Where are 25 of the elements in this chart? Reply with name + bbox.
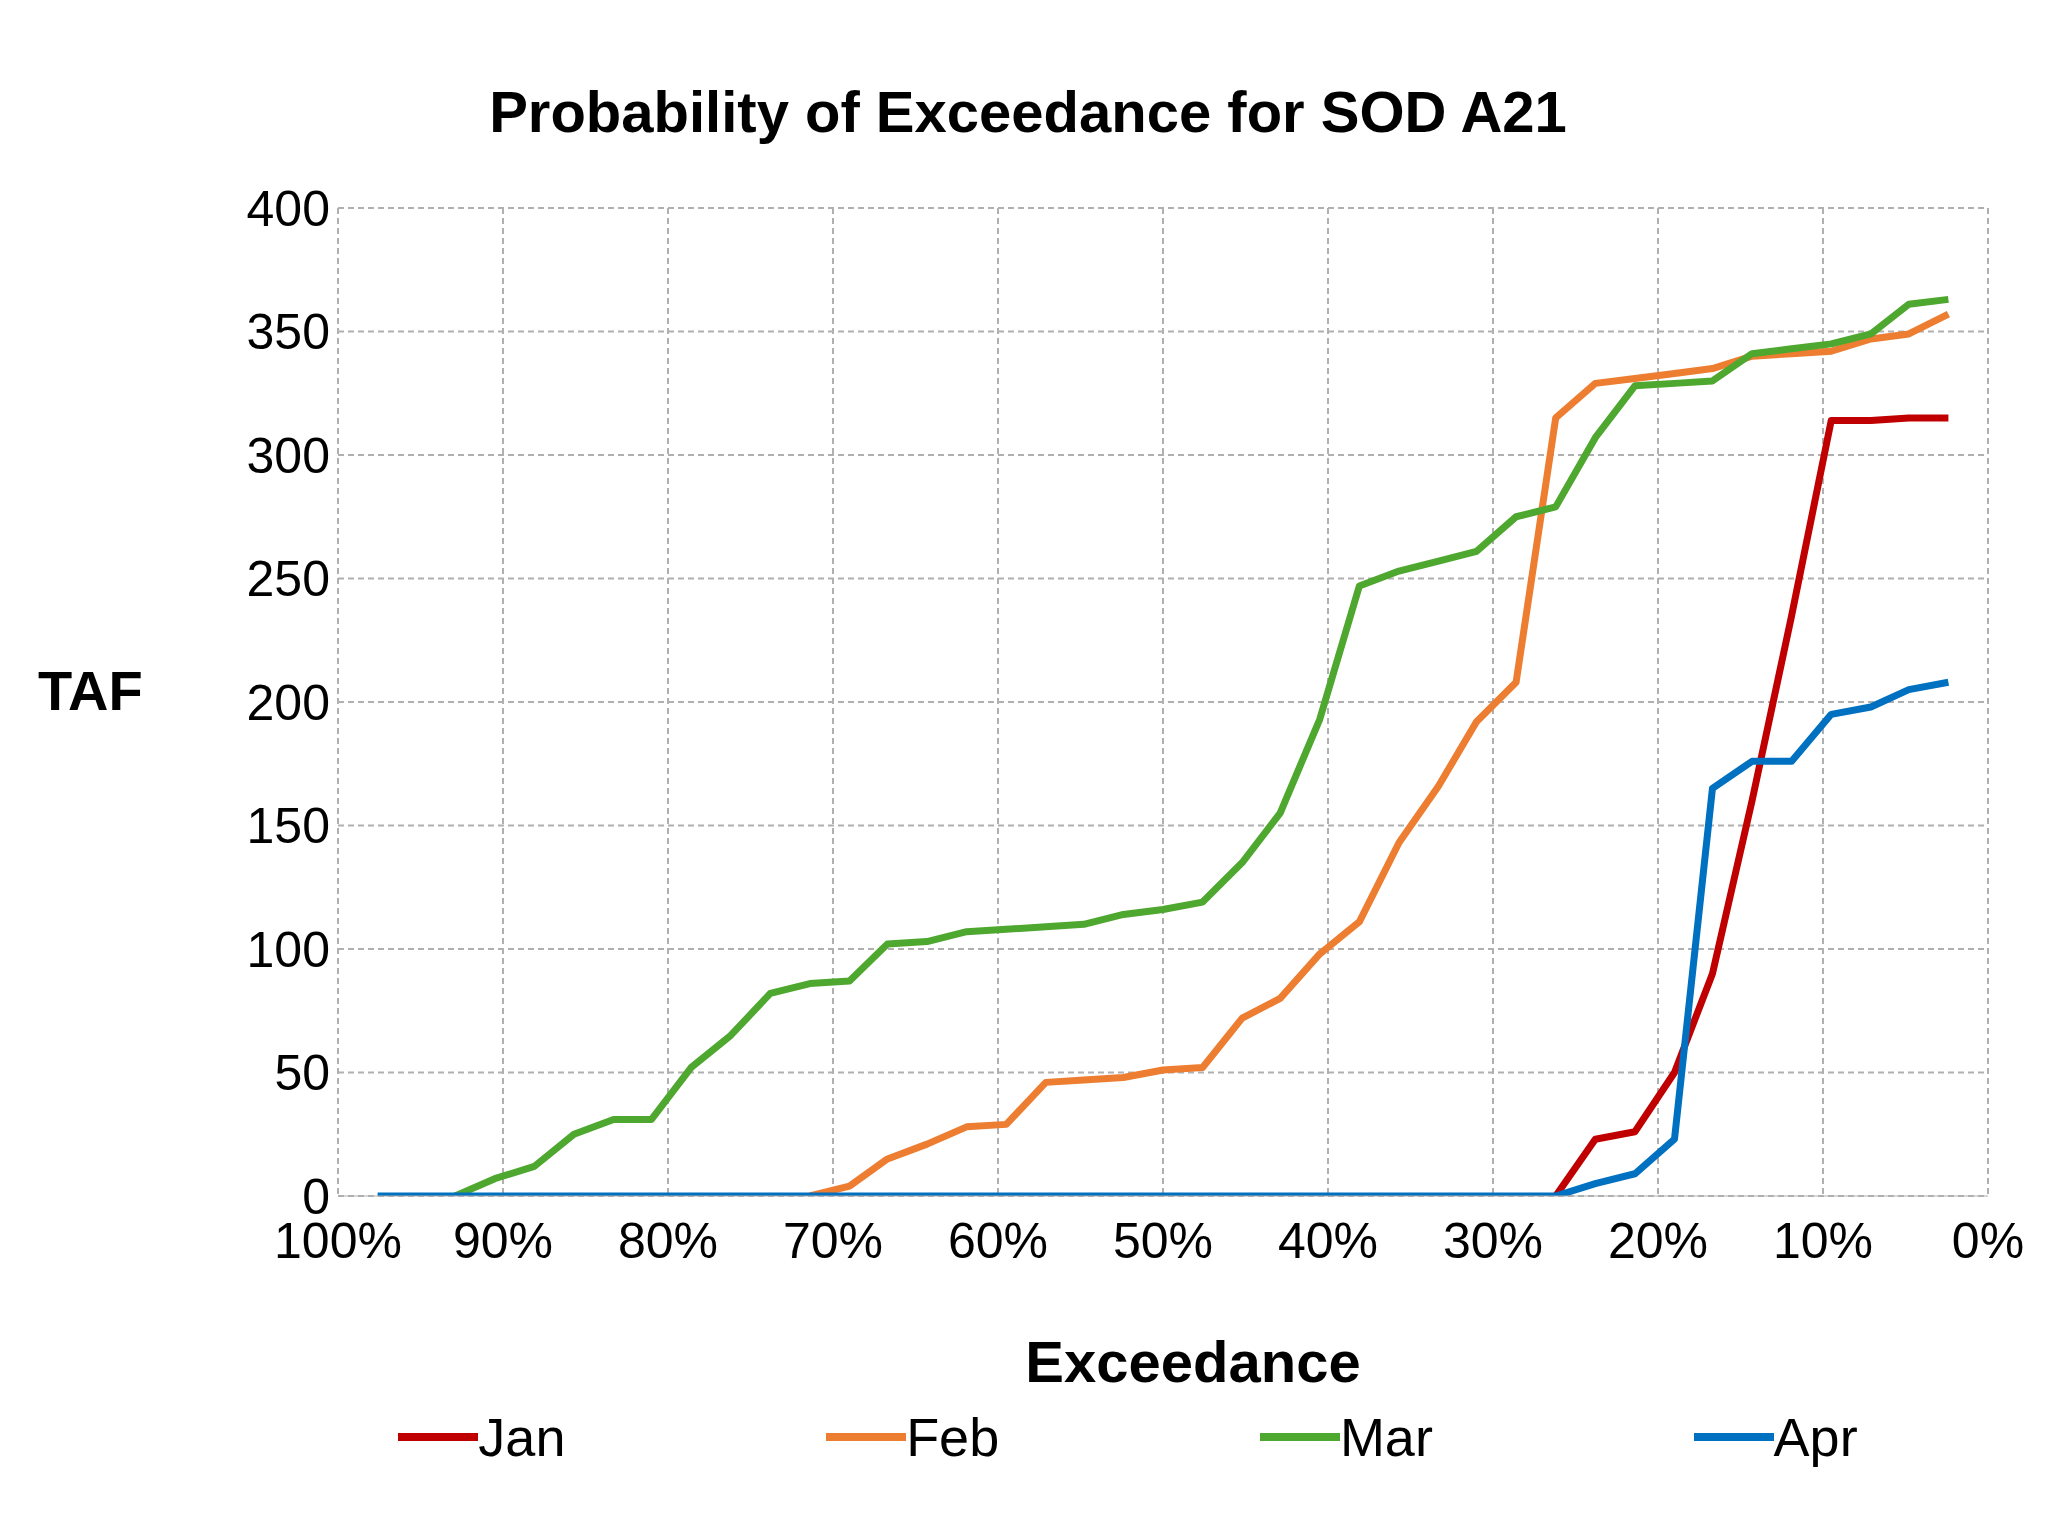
y-tick-label: 150	[246, 798, 330, 855]
y-tick-label: 300	[246, 427, 330, 484]
legend-label: Feb	[906, 1406, 1000, 1468]
x-tick-label: 70%	[782, 1212, 884, 1269]
legend-label: Jan	[478, 1406, 566, 1468]
chart-title: Probability of Exceedance for SOD A21	[488, 78, 1568, 145]
y-tick-label: 200	[246, 674, 330, 731]
x-tick-label: 90%	[452, 1212, 554, 1269]
x-tick-label: 0%	[1951, 1212, 2025, 1269]
legend-label: Mar	[1339, 1406, 1433, 1468]
x-axis-title: Exceedance	[1024, 1328, 1362, 1395]
x-tick-label: 50%	[1112, 1212, 1214, 1269]
x-tick-label: 30%	[1442, 1212, 1544, 1269]
legend-label: Apr	[1773, 1406, 1858, 1468]
y-tick-label: 400	[246, 180, 330, 237]
x-tick-label: 80%	[617, 1212, 719, 1269]
x-tick-label: 40%	[1277, 1212, 1379, 1269]
y-axis-title: TAF	[38, 658, 143, 723]
y-tick-label: 250	[246, 551, 330, 608]
x-tick-label: 60%	[947, 1212, 1049, 1269]
y-tick-label: 100	[246, 921, 330, 978]
y-tick-label: 350	[246, 304, 330, 361]
y-tick-label: 50	[274, 1045, 330, 1102]
x-tick-label: 10%	[1772, 1212, 1874, 1269]
x-tick-label: 20%	[1607, 1212, 1709, 1269]
